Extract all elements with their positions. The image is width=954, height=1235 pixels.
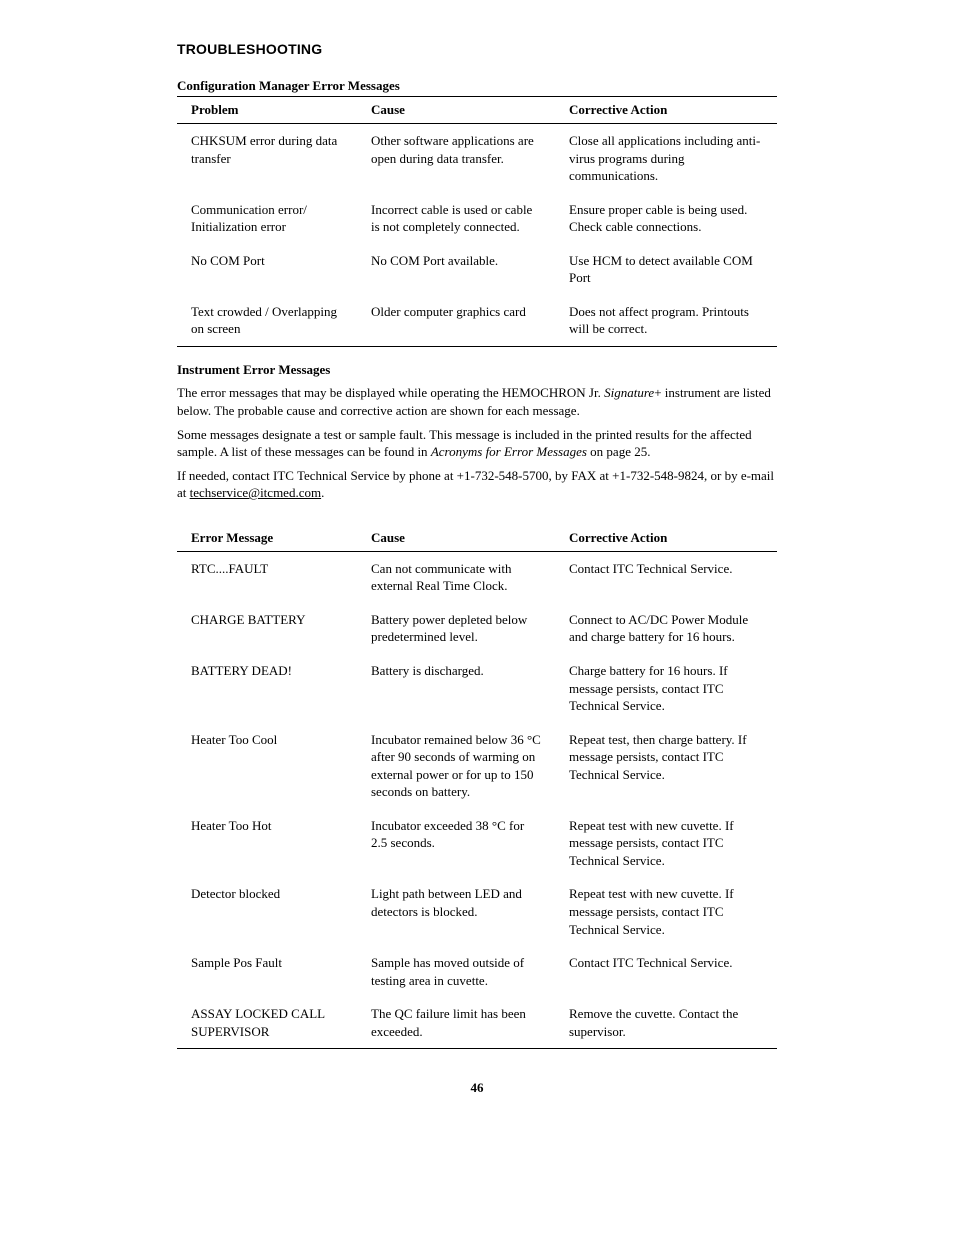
config-mgr-table: Problem Cause Corrective Action CHKSUM e… <box>177 96 777 346</box>
table-cell-action: Repeat test, then charge battery. If mes… <box>555 723 777 809</box>
table-row: Heater Too HotIncubator exceeded 38 °C f… <box>177 809 777 878</box>
table-row: RTC....FAULTCan not communicate with ext… <box>177 551 777 603</box>
table-cell-cause: No COM Port available. <box>357 244 555 295</box>
page-container: TROUBLESHOOTING Configuration Manager Er… <box>177 40 777 1097</box>
table-header-row: Problem Cause Corrective Action <box>177 97 777 124</box>
table-cell-action: Repeat test with new cuvette. If message… <box>555 809 777 878</box>
section-title: TROUBLESHOOTING <box>177 40 777 59</box>
instrument-tbody: RTC....FAULTCan not communicate with ext… <box>177 551 777 1048</box>
table-cell-problem: Sample Pos Fault <box>177 946 357 997</box>
table-cell-problem: Communication error/ Initialization erro… <box>177 193 357 244</box>
table-cell-problem: RTC....FAULT <box>177 551 357 603</box>
table-row: Heater Too CoolIncubator remained below … <box>177 723 777 809</box>
col-header-cause: Cause <box>357 525 555 551</box>
table-cell-action: Does not affect program. Printouts will … <box>555 295 777 347</box>
page-number: 46 <box>177 1079 777 1097</box>
table-cell-problem: No COM Port <box>177 244 357 295</box>
table-cell-problem: Heater Too Hot <box>177 809 357 878</box>
col-header-cause: Cause <box>357 97 555 124</box>
table-header-row: Error Message Cause Corrective Action <box>177 525 777 551</box>
config-mgr-title: Configuration Manager Error Messages <box>177 77 777 95</box>
table-cell-action: Repeat test with new cuvette. If message… <box>555 877 777 946</box>
table-cell-problem: CHKSUM error during data transfer <box>177 123 357 192</box>
table-cell-action: Close all applications including anti-vi… <box>555 123 777 192</box>
table-cell-action: Contact ITC Technical Service. <box>555 551 777 603</box>
intro-paragraph-2: Some messages designate a test or sample… <box>177 426 777 461</box>
italic-text: Acronyms for Error Messages <box>431 444 587 459</box>
table-row: Text crowded / Overlapping on screenOlde… <box>177 295 777 347</box>
col-header-action: Corrective Action <box>555 525 777 551</box>
table-cell-action: Charge battery for 16 hours. If message … <box>555 654 777 723</box>
table-cell-cause: Other software applications are open dur… <box>357 123 555 192</box>
table-cell-action: Use HCM to detect available COM Port <box>555 244 777 295</box>
table-row: No COM PortNo COM Port available.Use HCM… <box>177 244 777 295</box>
table-row: Detector blockedLight path between LED a… <box>177 877 777 946</box>
table-row: Communication error/ Initialization erro… <box>177 193 777 244</box>
table-row: CHKSUM error during data transferOther s… <box>177 123 777 192</box>
table-cell-problem: Detector blocked <box>177 877 357 946</box>
text: . <box>321 485 324 500</box>
instrument-title: Instrument Error Messages <box>177 361 777 379</box>
table-row: Sample Pos FaultSample has moved outside… <box>177 946 777 997</box>
table-cell-cause: Can not communicate with external Real T… <box>357 551 555 603</box>
table-cell-cause: Older computer graphics card <box>357 295 555 347</box>
table-cell-cause: Incubator remained below 36 °C after 90 … <box>357 723 555 809</box>
table-cell-action: Connect to AC/DC Power Module and charge… <box>555 603 777 654</box>
instrument-table: Error Message Cause Corrective Action RT… <box>177 525 777 1049</box>
table-cell-cause: Incubator exceeded 38 °C for 2.5 seconds… <box>357 809 555 878</box>
table-cell-problem: ASSAY LOCKED CALL SUPERVISOR <box>177 997 357 1049</box>
table-row: BATTERY DEAD!Battery is discharged.Charg… <box>177 654 777 723</box>
email-link[interactable]: techservice@itcmed.com <box>190 485 321 500</box>
table-cell-problem: BATTERY DEAD! <box>177 654 357 723</box>
col-header-action: Corrective Action <box>555 97 777 124</box>
table-cell-action: Contact ITC Technical Service. <box>555 946 777 997</box>
text: on page 25. <box>587 444 651 459</box>
text: The error messages that may be displayed… <box>177 385 604 400</box>
table-cell-cause: Incorrect cable is used or cable is not … <box>357 193 555 244</box>
table-row: ASSAY LOCKED CALL SUPERVISORThe QC failu… <box>177 997 777 1049</box>
table-cell-action: Remove the cuvette. Contact the supervis… <box>555 997 777 1049</box>
italic-text: Signature <box>604 385 654 400</box>
table-cell-problem: CHARGE BATTERY <box>177 603 357 654</box>
col-header-error-message: Error Message <box>177 525 357 551</box>
table-cell-problem: Text crowded / Overlapping on screen <box>177 295 357 347</box>
table-cell-cause: Light path between LED and detectors is … <box>357 877 555 946</box>
config-mgr-tbody: CHKSUM error during data transferOther s… <box>177 123 777 346</box>
intro-paragraph-1: The error messages that may be displayed… <box>177 384 777 419</box>
table-cell-cause: Battery power depleted below predetermin… <box>357 603 555 654</box>
table-cell-cause: Sample has moved outside of testing area… <box>357 946 555 997</box>
table-cell-action: Ensure proper cable is being used. Check… <box>555 193 777 244</box>
table-cell-cause: The QC failure limit has been exceeded. <box>357 997 555 1049</box>
table-cell-problem: Heater Too Cool <box>177 723 357 809</box>
table-row: CHARGE BATTERYBattery power depleted bel… <box>177 603 777 654</box>
intro-paragraph-3: If needed, contact ITC Technical Service… <box>177 467 777 502</box>
col-header-problem: Problem <box>177 97 357 124</box>
table-cell-cause: Battery is discharged. <box>357 654 555 723</box>
